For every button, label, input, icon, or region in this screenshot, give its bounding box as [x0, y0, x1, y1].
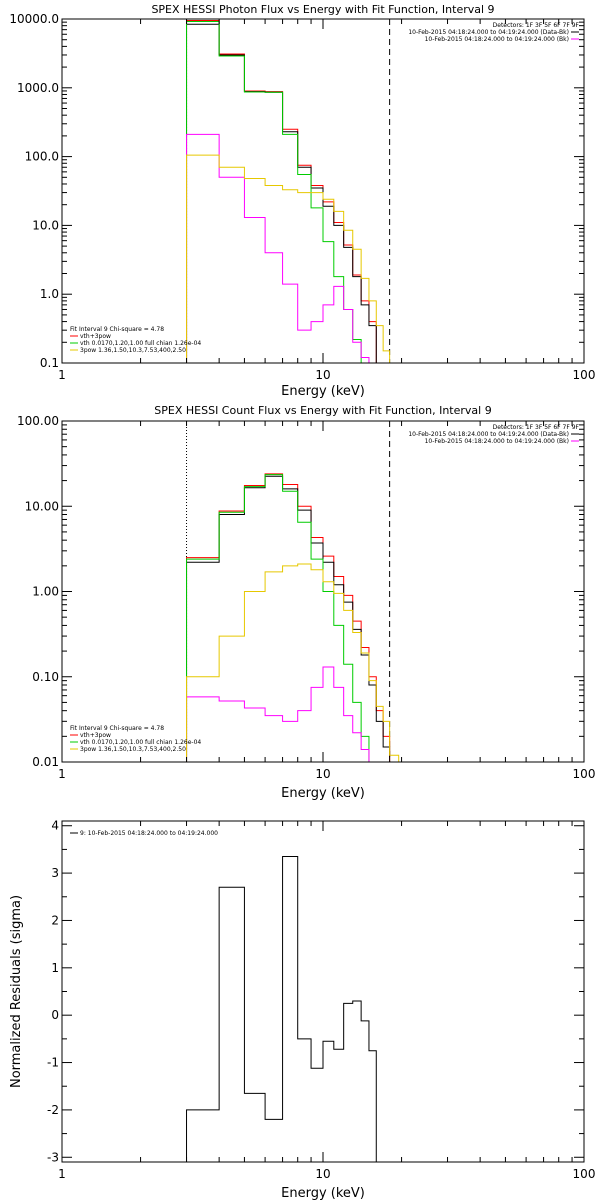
y-tick-label: 0.1: [40, 356, 59, 370]
legend-label: 3pow 1.36,1.50,10.3,7.53,400,2.50: [80, 746, 186, 753]
y-tick-label: 1.00: [32, 585, 59, 599]
y-tick-label: 0.01: [32, 755, 59, 769]
legend-label: 10-Feb-2015 04:18:24.000 to 04:19:24.000…: [408, 29, 569, 36]
plot-area: [186, 856, 377, 1162]
y-tick-label: -1: [47, 1056, 59, 1070]
chart-panel-1: SPEX HESSI Photon Flux vs Energy with Fi…: [9, 3, 595, 399]
x-tick-label: 100: [573, 767, 596, 781]
y-tick-label: 2: [51, 913, 59, 927]
y-axis-label: Normalized Residuals (sigma): [9, 895, 24, 1088]
plot-frame: [61, 820, 585, 1163]
y-tick-label: 4: [51, 819, 59, 833]
series-line-5: [186, 154, 391, 363]
legend-item: 3pow 1.36,1.50,10.3,7.53,400,2.50: [70, 347, 186, 354]
y-tick-label: 0.10: [32, 670, 59, 684]
legend-item: vth+3pow: [70, 333, 111, 340]
x-tick-label: 1: [58, 767, 66, 781]
plot-area: [186, 19, 391, 363]
legend-label: Detectors: 1F 3F 5F 6F 7F 9F: [493, 22, 580, 29]
legend-item: Fit Interval 9 Chi-square = 4.78: [70, 326, 164, 333]
x-tick-label: 1: [58, 368, 66, 382]
series-line-1: [186, 20, 377, 363]
legend-item: Detectors: 1F 3F 5F 6F 7F 9F: [493, 22, 580, 29]
chart-title: SPEX HESSI Count Flux vs Energy with Fit…: [154, 404, 491, 417]
legend-item: Detectors: 1F 3F 5F 6F 7F 9F: [493, 424, 580, 431]
legend-label: vth+3pow: [80, 333, 111, 340]
series-line-3: [186, 474, 377, 762]
chart-title: SPEX HESSI Photon Flux vs Energy with Fi…: [151, 3, 494, 16]
legend-right: Detectors: 1F 3F 5F 6F 7F 9F10-Feb-2015 …: [408, 22, 579, 43]
legend-label: 3pow 1.36,1.50,10.3,7.53,400,2.50: [80, 347, 186, 354]
y-tick-label: 1: [51, 961, 59, 975]
legend-item: 10-Feb-2015 04:18:24.000 to 04:19:24.000…: [408, 29, 579, 36]
y-tick-label: 1000.0: [17, 81, 59, 95]
legend-item: 9: 10-Feb-2015 04:18:24.000 to 04:19:24.…: [70, 830, 218, 837]
legend-label: 10-Feb-2015 04:18:24.000 to 04:19:24.000…: [408, 431, 569, 438]
y-tick-label: -2: [47, 1103, 59, 1117]
series-line-4: [186, 666, 377, 762]
x-tick-label: 10: [315, 1167, 330, 1181]
x-tick-label: 10: [315, 368, 330, 382]
series-line-4: [186, 133, 377, 363]
legend-item: 10-Feb-2015 04:18:24.000 to 04:19:24.000…: [408, 431, 579, 438]
legend-item: Fit Interval 9 Chi-square = 4.78: [70, 725, 164, 732]
series-line-3: [186, 20, 369, 363]
legend-label: 9: 10-Feb-2015 04:18:24.000 to 04:19:24.…: [80, 830, 218, 837]
y-tick-label: 10.00: [25, 499, 59, 513]
legend-label: vth+3pow: [80, 732, 111, 739]
legend-label: Detectors: 1F 3F 5F 6F 7F 9F: [493, 424, 580, 431]
series-line-1: [186, 856, 377, 1162]
x-tick-label: 1: [58, 1167, 66, 1181]
legend-right: Detectors: 1F 3F 5F 6F 7F 9F10-Feb-2015 …: [408, 424, 579, 445]
y-tick-label: 10.0: [32, 218, 59, 232]
legend-left: Fit Interval 9 Chi-square = 4.78vth+3pow…: [70, 326, 201, 354]
x-tick-label: 100: [573, 1167, 596, 1181]
series-line-2: [186, 23, 377, 363]
y-tick-label: 100.0: [25, 150, 59, 164]
y-tick-label: 0: [51, 1008, 59, 1022]
series-line-2: [186, 475, 391, 762]
y-tick-label: -3: [47, 1150, 59, 1164]
legend-item: 10-Feb-2015 04:18:24.000 to 04:19:24.000…: [425, 36, 579, 43]
legend-item: vth+3pow: [70, 732, 111, 739]
series-line-5: [186, 563, 400, 762]
x-tick-label: 100: [573, 368, 596, 382]
legend-left: 9: 10-Feb-2015 04:18:24.000 to 04:19:24.…: [70, 830, 218, 837]
y-tick-label: 3: [51, 866, 59, 880]
legend-label: 10-Feb-2015 04:18:24.000 to 04:19:24.000…: [425, 36, 569, 43]
series-line-1: [186, 473, 399, 762]
chart-panel-2: SPEX HESSI Count Flux vs Energy with Fit…: [17, 404, 595, 801]
y-tick-label: 1.0: [40, 287, 59, 301]
legend-left: Fit Interval 9 Chi-square = 4.78vth+3pow…: [70, 725, 201, 753]
legend-label: Fit Interval 9 Chi-square = 4.78: [70, 725, 164, 732]
legend-item: vth 0.0170,1.20,1.00 full chian 1.26e-04: [70, 739, 201, 746]
legend-item: 3pow 1.36,1.50,10.3,7.53,400,2.50: [70, 746, 186, 753]
x-tick-label: 10: [315, 767, 330, 781]
legend-label: vth 0.0170,1.20,1.00 full chian 1.26e-04: [80, 739, 201, 746]
legend-label: 10-Feb-2015 04:18:24.000 to 04:19:24.000…: [425, 438, 569, 445]
x-axis-label: Energy (keV): [281, 786, 365, 801]
legend-label: Fit Interval 9 Chi-square = 4.78: [70, 326, 164, 333]
plot-area: [186, 421, 400, 762]
x-axis-label: Energy (keV): [281, 1186, 365, 1200]
y-tick-label: 10000.0: [9, 12, 59, 26]
y-tick-label: 100.00: [17, 414, 59, 428]
legend-label: vth 0.0170,1.20,1.00 full chian 1.26e-04: [80, 340, 201, 347]
legend-item: vth 0.0170,1.20,1.00 full chian 1.26e-04: [70, 340, 201, 347]
x-axis-label: Energy (keV): [281, 384, 365, 399]
legend-item: 10-Feb-2015 04:18:24.000 to 04:19:24.000…: [425, 438, 579, 445]
